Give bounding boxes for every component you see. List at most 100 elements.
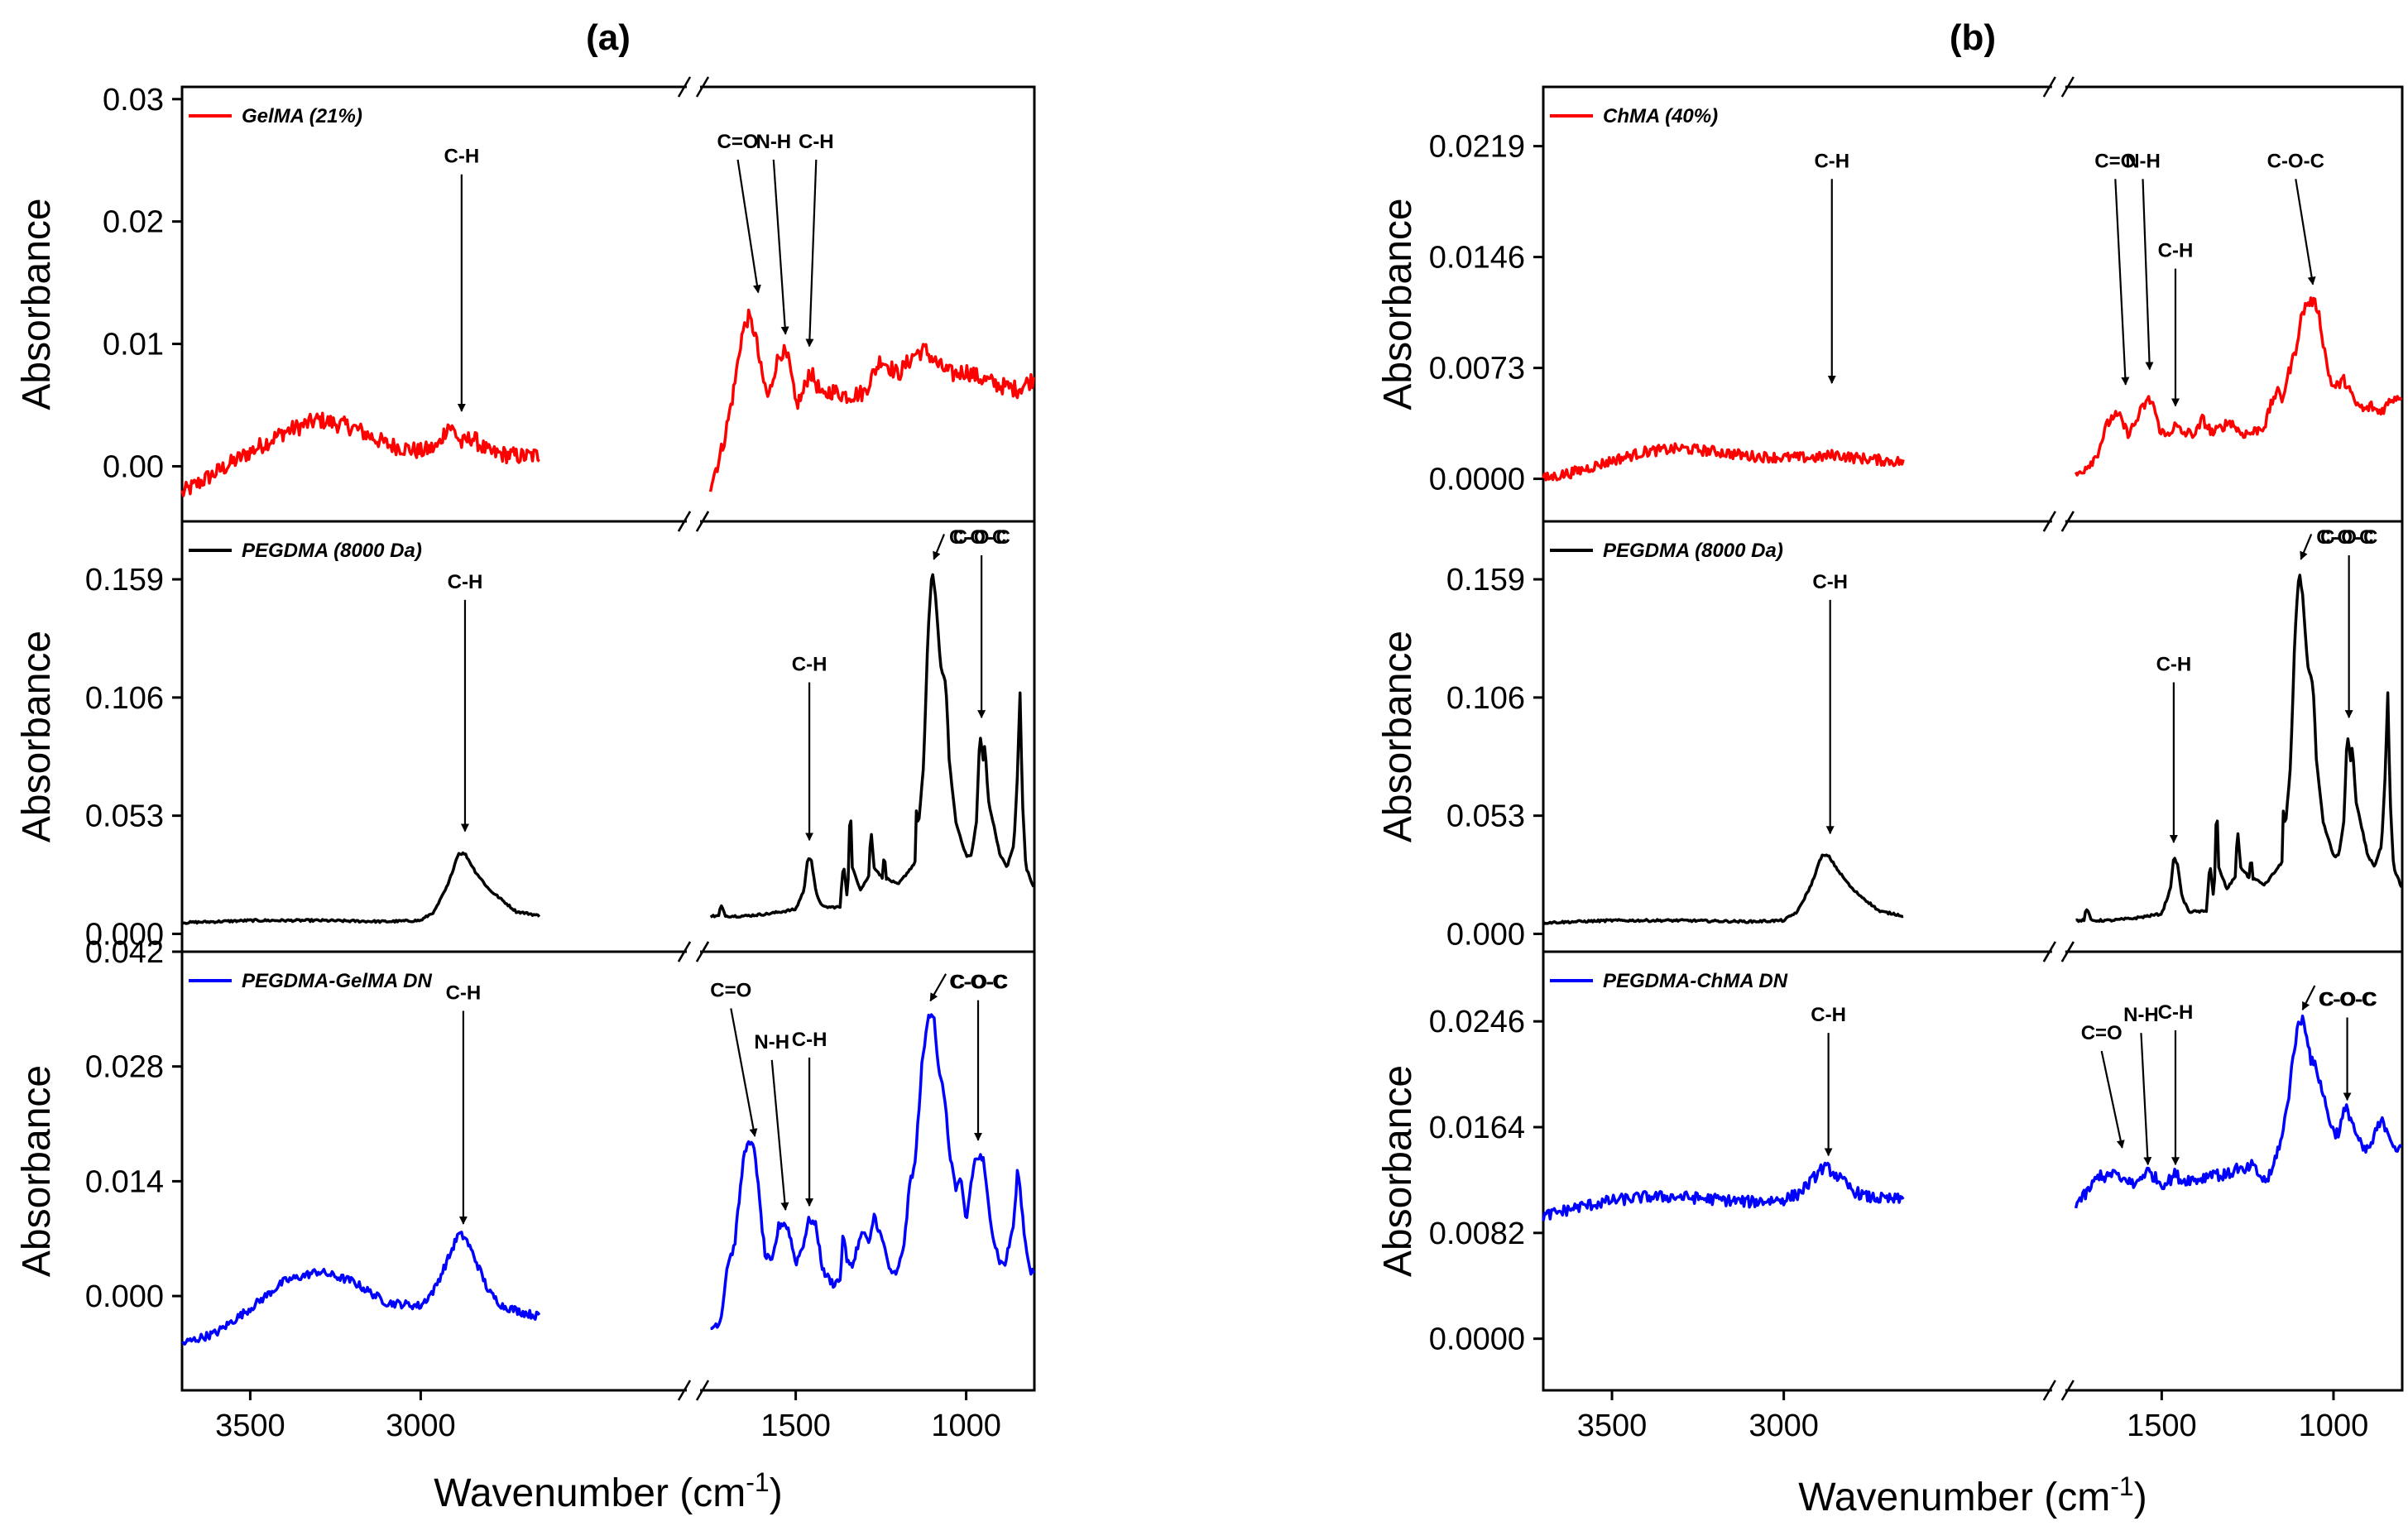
axis-break-mark — [2060, 941, 2075, 962]
peak-label: C-H — [799, 131, 834, 153]
peak-label: N-H — [755, 131, 791, 153]
peak-label: C-O-C — [952, 526, 1010, 549]
y-tick-label: 0.0146 — [1429, 241, 1525, 276]
y-tick-label: 0.0164 — [1429, 1111, 1525, 1145]
axis-break-mark — [2042, 76, 2056, 98]
series-line-right — [2075, 574, 2403, 924]
x-axis-title: Wavenumber (cm-1) — [434, 1467, 782, 1515]
axis-break-mark — [677, 1380, 692, 1401]
plot-frame — [1542, 950, 2404, 1392]
peak-label: C-H — [2156, 654, 2192, 676]
axis-break-gap — [687, 943, 700, 960]
y-tick-label: 0.053 — [1446, 799, 1525, 834]
plot-frame — [180, 85, 1036, 523]
series-line-left — [181, 851, 541, 925]
legend-label: PEGDMA (8000 Da) — [1603, 540, 1783, 562]
y-tick-label: 0.000 — [1446, 917, 1525, 952]
series-line-left — [1542, 853, 1904, 925]
plot-frame — [180, 950, 1036, 1392]
axis-break-gap — [2051, 1382, 2065, 1399]
plot-frame — [1542, 520, 2404, 953]
series-line-right — [710, 1013, 1035, 1331]
axis-break-gap — [2051, 513, 2065, 530]
axis-break-mark — [2060, 511, 2075, 532]
axis-break-mark — [2042, 511, 2056, 532]
subplot-3: 0.042 0.028 0.014 0.000 Absorbance 3500 3000 15… — [15, 935, 1036, 1443]
x-tick-label: 3000 — [1748, 1409, 1819, 1443]
panel-a: (a) 0.03 0.02 0.01 0.00 Absorbance GelMA (21%)… — [15, 17, 1036, 1515]
peak-label: C-O-C — [2316, 526, 2373, 549]
subplot-1: 0.03 0.02 0.01 0.00 Absorbance GelMA (21%) C-H… — [15, 76, 1036, 532]
y-axis-title: Absorbance — [15, 631, 59, 842]
peak-label: C-O-C — [951, 972, 1008, 994]
axis-break-gap — [2051, 79, 2065, 95]
peak-arrow — [772, 159, 789, 335]
series-line-right — [2075, 296, 2403, 477]
panel-b: (b) 0.0219 0.0146 0.0073 0.0000 Absorbance ChM… — [1376, 17, 2404, 1519]
y-tick-label: 0.106 — [85, 681, 164, 716]
axis-break-mark — [2042, 941, 2056, 962]
peak-arrow — [929, 973, 947, 1002]
subplot-3: 0.0246 0.0164 0.0082 0.0000 Absorbance 3500 30… — [1376, 941, 2404, 1443]
y-tick-label: 0.0219 — [1429, 130, 1525, 165]
peak-label: N-H — [2125, 150, 2161, 172]
peak-label: C-O-C — [2319, 988, 2376, 1010]
peak-label: C-H — [446, 981, 482, 1004]
axis-break-mark — [677, 76, 692, 98]
axis-break-mark — [695, 76, 710, 98]
y-axis-title: Absorbance — [1376, 198, 1420, 410]
legend-label: PEGDMA (8000 Da) — [242, 540, 422, 562]
axis-break-mark — [695, 1380, 710, 1401]
y-tick-label: 0.0000 — [1429, 1322, 1525, 1357]
y-tick-label: 0.000 — [85, 1279, 164, 1314]
peak-label: N-H — [754, 1031, 789, 1053]
series-line-right — [709, 573, 1035, 919]
x-tick-label: 1500 — [2127, 1409, 2197, 1443]
peak-label: C-O-C — [2267, 150, 2324, 172]
y-tick-label: 0.000 — [85, 917, 164, 952]
peak-label: C-H — [448, 571, 483, 593]
peak-arrow — [2301, 985, 2316, 1011]
peak-label: C=O — [710, 979, 751, 1001]
subplot-2: 0.159 0.106 0.053 0.000 Absorbance PEGDMA (80… — [1376, 511, 2404, 962]
axis-break-mark — [695, 941, 710, 962]
legend-label: PEGDMA-GelMA DN — [242, 970, 432, 992]
peak-label: C-H — [1814, 150, 1849, 172]
peak-label: C=O — [2081, 1022, 2123, 1044]
x-tick-label: 3500 — [215, 1409, 285, 1443]
y-tick-label: 0.159 — [85, 563, 164, 598]
peak-arrow — [2300, 534, 2313, 560]
peak-label: C-H — [792, 654, 827, 676]
y-tick-label: 0.0246 — [1429, 1005, 1525, 1039]
y-tick-label: 0.0082 — [1429, 1217, 1525, 1251]
peak-arrow — [2142, 179, 2154, 371]
y-tick-label: 0.053 — [85, 799, 164, 834]
peak-arrow — [2140, 1033, 2152, 1166]
axis-break-gap — [687, 513, 700, 530]
axis-break-gap — [2051, 943, 2065, 960]
series-line-left — [1542, 1161, 1905, 1221]
y-tick-label: 0.159 — [1446, 563, 1525, 598]
y-axis-title: Absorbance — [1376, 631, 1420, 842]
series-line-right — [2074, 1014, 2403, 1209]
axis-break-mark — [2042, 1380, 2056, 1401]
peak-arrow — [736, 159, 761, 294]
axis-break-gap — [687, 79, 700, 95]
y-axis-title: Absorbance — [1376, 1065, 1420, 1277]
peak-arrow — [770, 1059, 789, 1212]
y-tick-label: 0.014 — [85, 1164, 164, 1199]
peak-label: C-O-C — [2320, 526, 2377, 549]
peak-arrow — [2114, 179, 2130, 386]
peak-arrow — [805, 159, 818, 348]
legend-label: PEGDMA-ChMA DN — [1603, 970, 1788, 992]
subplot-2: 0.159 0.106 0.053 0.000 Absorbance PEGDMA (80… — [15, 511, 1036, 962]
peak-label: C-H — [792, 1029, 827, 1051]
subplot-1: 0.0219 0.0146 0.0073 0.0000 Absorbance ChMA (… — [1376, 76, 2404, 532]
x-tick-label: 1500 — [760, 1409, 831, 1443]
y-axis-title: Absorbance — [15, 198, 59, 410]
peak-label: C-H — [1812, 571, 1848, 593]
peak-label: C=O — [717, 131, 759, 153]
axis-break-mark — [677, 511, 692, 532]
peak-label: C-O-C — [2319, 988, 2377, 1010]
